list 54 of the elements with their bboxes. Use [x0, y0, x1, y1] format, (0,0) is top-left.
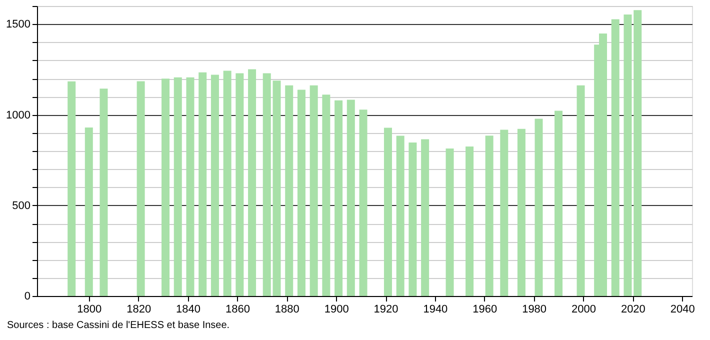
bar — [210, 74, 219, 296]
bar — [236, 73, 244, 296]
x-tick-label: 1960 — [472, 304, 498, 316]
x-tick-label: 1800 — [77, 304, 102, 316]
x-tick-label: 2020 — [620, 304, 646, 316]
bar — [634, 10, 642, 296]
y-tick-label: 500 — [12, 200, 30, 212]
bar — [100, 88, 108, 296]
x-tick-label: 2040 — [670, 304, 695, 316]
bar — [272, 80, 281, 296]
bar — [396, 136, 404, 296]
y-tick-label: 1500 — [6, 18, 30, 31]
bar — [322, 94, 330, 296]
source-note: Sources : base Cassini de l'EHESS et base Insee. — [7, 320, 230, 331]
bar — [554, 110, 563, 296]
bar — [162, 78, 170, 296]
bar — [485, 136, 494, 296]
bar — [517, 128, 526, 296]
x-tick-label: 1940 — [423, 304, 448, 316]
bar — [446, 148, 454, 296]
x-tick-label: 1860 — [225, 304, 250, 316]
bar — [611, 19, 620, 296]
x-tick-label: 1920 — [374, 304, 398, 316]
x-tick-label: 1980 — [522, 304, 547, 316]
bar — [84, 127, 93, 296]
bar — [174, 77, 182, 296]
x-tick-label: 1900 — [324, 304, 349, 316]
x-tick-label: 2000 — [572, 304, 596, 316]
bar — [624, 14, 632, 296]
bar — [534, 118, 543, 296]
bar — [576, 85, 585, 296]
y-tick-label: 0 — [24, 290, 30, 302]
x-tick-label: 1820 — [126, 304, 152, 316]
bar — [198, 72, 207, 296]
bar — [421, 139, 430, 296]
bar — [68, 81, 76, 296]
bar — [136, 81, 145, 296]
bar — [384, 128, 392, 296]
x-tick-label: 1840 — [176, 304, 201, 316]
bar — [248, 69, 256, 296]
bar — [262, 73, 271, 296]
bar — [466, 146, 474, 296]
bar — [359, 110, 368, 296]
bar — [310, 85, 318, 296]
bar — [186, 77, 194, 296]
bar — [334, 100, 343, 296]
y-tick-label: 1000 — [6, 109, 30, 122]
bar — [408, 142, 417, 296]
bar — [297, 90, 306, 296]
bar — [223, 70, 232, 296]
bar — [500, 130, 508, 296]
bar — [285, 85, 294, 296]
x-tick-label: 1880 — [274, 304, 300, 316]
bar — [346, 100, 355, 296]
